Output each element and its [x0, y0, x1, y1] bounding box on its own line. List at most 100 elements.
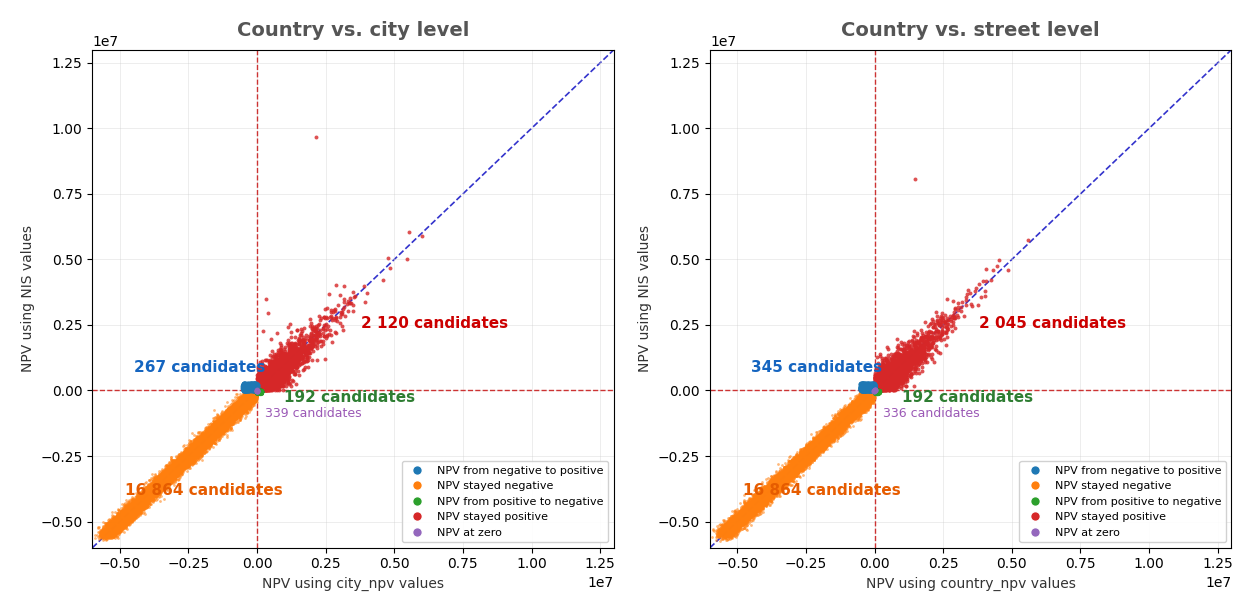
- Point: [148, 485, 168, 495]
- Point: [767, 479, 788, 489]
- Point: [770, 482, 790, 492]
- Point: [251, 373, 271, 383]
- Point: [863, 386, 883, 395]
- Point: [854, 393, 874, 403]
- Point: [143, 490, 163, 499]
- Point: [152, 466, 172, 476]
- Point: [250, 378, 270, 388]
- Point: [730, 518, 750, 528]
- Point: [92, 529, 112, 539]
- Point: [201, 422, 221, 432]
- Point: [772, 479, 793, 488]
- Point: [171, 459, 191, 469]
- Point: [713, 525, 734, 535]
- Point: [237, 395, 257, 405]
- Point: [236, 394, 256, 404]
- Point: [834, 412, 854, 422]
- Point: [867, 387, 887, 397]
- Point: [160, 467, 180, 477]
- Point: [273, 356, 293, 365]
- Point: [136, 498, 156, 507]
- Point: [149, 483, 170, 493]
- Point: [716, 523, 736, 532]
- Point: [775, 475, 795, 485]
- Point: [755, 483, 775, 493]
- Point: [725, 515, 745, 524]
- Point: [205, 426, 225, 436]
- Point: [734, 519, 754, 529]
- Point: [844, 413, 864, 423]
- Point: [873, 381, 893, 390]
- Point: [756, 493, 776, 503]
- Point: [113, 504, 133, 514]
- Point: [235, 382, 255, 392]
- Point: [772, 471, 793, 480]
- Point: [122, 499, 142, 509]
- Point: [173, 454, 193, 464]
- Point: [795, 450, 815, 460]
- Point: [767, 479, 788, 489]
- Point: [210, 417, 230, 427]
- Point: [741, 511, 761, 521]
- Point: [806, 453, 826, 463]
- Point: [137, 495, 157, 505]
- Point: [136, 490, 156, 499]
- Point: [750, 498, 770, 507]
- Point: [825, 421, 845, 431]
- Point: [845, 404, 865, 414]
- Point: [788, 463, 808, 472]
- Point: [232, 405, 252, 415]
- Point: [793, 449, 813, 458]
- Point: [215, 420, 235, 430]
- Point: [828, 424, 848, 434]
- Point: [270, 380, 290, 390]
- Point: [123, 510, 143, 520]
- Point: [937, 319, 957, 329]
- Point: [820, 425, 840, 435]
- Point: [173, 452, 193, 461]
- Point: [842, 411, 862, 421]
- Point: [885, 353, 906, 362]
- Point: [153, 474, 173, 483]
- Point: [780, 469, 800, 479]
- Point: [148, 485, 168, 494]
- Point: [761, 493, 781, 502]
- Point: [766, 474, 786, 484]
- Point: [202, 422, 222, 431]
- Point: [855, 395, 875, 405]
- Point: [810, 438, 830, 448]
- Point: [885, 359, 906, 369]
- Point: [777, 460, 798, 469]
- Point: [723, 518, 744, 528]
- Point: [201, 428, 221, 438]
- Point: [730, 509, 750, 518]
- Point: [217, 420, 237, 430]
- Point: [736, 506, 756, 516]
- Point: [803, 448, 823, 458]
- Point: [873, 386, 893, 395]
- Point: [106, 530, 126, 540]
- Point: [192, 441, 212, 451]
- Point: [742, 501, 762, 510]
- Point: [161, 474, 181, 483]
- Point: [160, 461, 180, 471]
- Point: [847, 401, 867, 411]
- Point: [887, 375, 907, 385]
- Point: [201, 431, 221, 441]
- Point: [800, 447, 820, 457]
- Point: [99, 524, 119, 534]
- Point: [165, 466, 185, 476]
- Point: [878, 364, 898, 373]
- Point: [765, 475, 785, 485]
- Point: [170, 463, 190, 473]
- Point: [720, 525, 740, 535]
- Point: [247, 373, 268, 382]
- Point: [210, 427, 230, 436]
- Point: [203, 428, 224, 438]
- Point: [865, 381, 885, 390]
- Point: [113, 513, 133, 523]
- Point: [782, 466, 803, 476]
- Point: [821, 425, 842, 435]
- Point: [808, 449, 828, 459]
- Point: [196, 439, 216, 449]
